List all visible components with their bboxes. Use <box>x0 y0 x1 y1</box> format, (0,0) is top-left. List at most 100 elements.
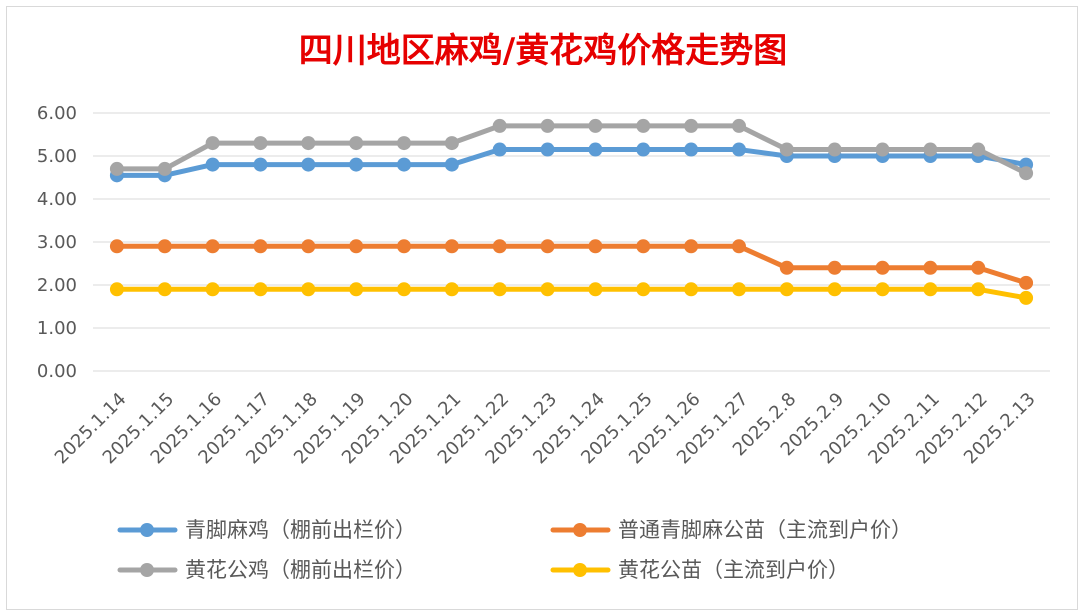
y-axis-ticks: 6.00 5.00 4.00 3.00 2.00 1.00 0.00 <box>37 103 77 382</box>
data-point <box>157 161 172 176</box>
data-point <box>779 282 794 297</box>
series-3 <box>109 282 1034 305</box>
data-point <box>636 282 651 297</box>
data-point <box>636 239 651 254</box>
data-point <box>827 260 842 275</box>
y-tick-label: 1.00 <box>37 318 77 339</box>
legend-marker <box>140 523 154 537</box>
data-point <box>397 282 412 297</box>
legend: 青脚麻鸡（棚前出栏价） 普通青脚麻公苗（主流到户价） 黄花公鸡（棚前出栏价） 黄花公苗… <box>117 518 912 582</box>
data-point <box>636 118 651 133</box>
data-point <box>875 260 890 275</box>
y-tick-label: 6.00 <box>37 103 77 124</box>
x-axis-ticks: 2025.1.142025.1.152025.1.162025.1.172025… <box>51 389 1040 469</box>
data-point <box>827 282 842 297</box>
data-point <box>205 239 220 254</box>
data-point <box>253 136 268 151</box>
data-point <box>253 157 268 172</box>
chart-frame <box>6 6 1078 610</box>
data-point <box>971 282 986 297</box>
y-tick-label: 5.00 <box>37 146 77 167</box>
y-tick-label: 0.00 <box>37 361 77 382</box>
data-point <box>923 282 938 297</box>
series-line <box>114 123 1029 176</box>
series-2 <box>109 118 1034 181</box>
data-point <box>397 239 412 254</box>
data-point <box>349 136 364 151</box>
data-point <box>1019 166 1034 181</box>
legend-label: 青脚麻鸡（棚前出栏价） <box>185 518 416 542</box>
series-line <box>114 243 1029 286</box>
data-point <box>588 282 603 297</box>
data-point <box>540 239 555 254</box>
data-point <box>731 282 746 297</box>
data-point <box>636 142 651 157</box>
data-point <box>971 260 986 275</box>
data-point <box>827 142 842 157</box>
data-point <box>492 239 507 254</box>
data-point <box>731 118 746 133</box>
legend-item: 黄花公苗（主流到户价） <box>550 558 849 582</box>
data-point <box>444 282 459 297</box>
data-point <box>540 282 555 297</box>
data-point <box>588 239 603 254</box>
data-point <box>349 282 364 297</box>
legend-item: 普通青脚麻公苗（主流到户价） <box>550 518 912 542</box>
data-point <box>109 161 124 176</box>
series-line <box>114 286 1029 301</box>
data-point <box>397 157 412 172</box>
data-point <box>1019 275 1034 290</box>
data-point <box>875 282 890 297</box>
data-point <box>444 239 459 254</box>
data-point <box>684 142 699 157</box>
data-point <box>444 157 459 172</box>
data-point <box>253 239 268 254</box>
data-point <box>301 136 316 151</box>
data-point <box>157 239 172 254</box>
data-point <box>588 142 603 157</box>
legend-item: 青脚麻鸡（棚前出栏价） <box>117 518 416 542</box>
data-point <box>779 142 794 157</box>
data-point <box>540 118 555 133</box>
series-line <box>114 147 1029 178</box>
y-tick-label: 2.00 <box>37 275 77 296</box>
data-point <box>397 136 412 151</box>
data-point <box>731 142 746 157</box>
data-point <box>684 239 699 254</box>
legend-marker <box>140 563 154 577</box>
data-point <box>540 142 555 157</box>
legend-label: 黄花公鸡（棚前出栏价） <box>185 558 416 582</box>
data-point <box>588 118 603 133</box>
data-point <box>923 142 938 157</box>
data-point <box>301 239 316 254</box>
legend-item: 黄花公鸡（棚前出栏价） <box>117 558 416 582</box>
data-point <box>109 239 124 254</box>
data-point <box>301 282 316 297</box>
data-point <box>444 136 459 151</box>
data-point <box>684 282 699 297</box>
data-point <box>205 282 220 297</box>
chart-title: 四川地区麻鸡/黄花鸡价格走势图 <box>299 31 787 71</box>
data-point <box>349 157 364 172</box>
legend-label: 黄花公苗（主流到户价） <box>618 558 849 582</box>
data-point <box>492 142 507 157</box>
data-point <box>875 142 890 157</box>
data-point <box>349 239 364 254</box>
series-1 <box>109 239 1034 290</box>
data-point <box>492 282 507 297</box>
data-point <box>205 157 220 172</box>
data-point <box>923 260 938 275</box>
data-point <box>253 282 268 297</box>
data-point <box>301 157 316 172</box>
data-point <box>492 118 507 133</box>
data-point <box>109 282 124 297</box>
data-point <box>1019 290 1034 305</box>
legend-label: 普通青脚麻公苗（主流到户价） <box>618 518 912 542</box>
series-layer <box>109 118 1034 305</box>
legend-marker <box>573 523 587 537</box>
data-point <box>157 282 172 297</box>
data-point <box>971 142 986 157</box>
y-tick-label: 4.00 <box>37 189 77 210</box>
data-point <box>731 239 746 254</box>
